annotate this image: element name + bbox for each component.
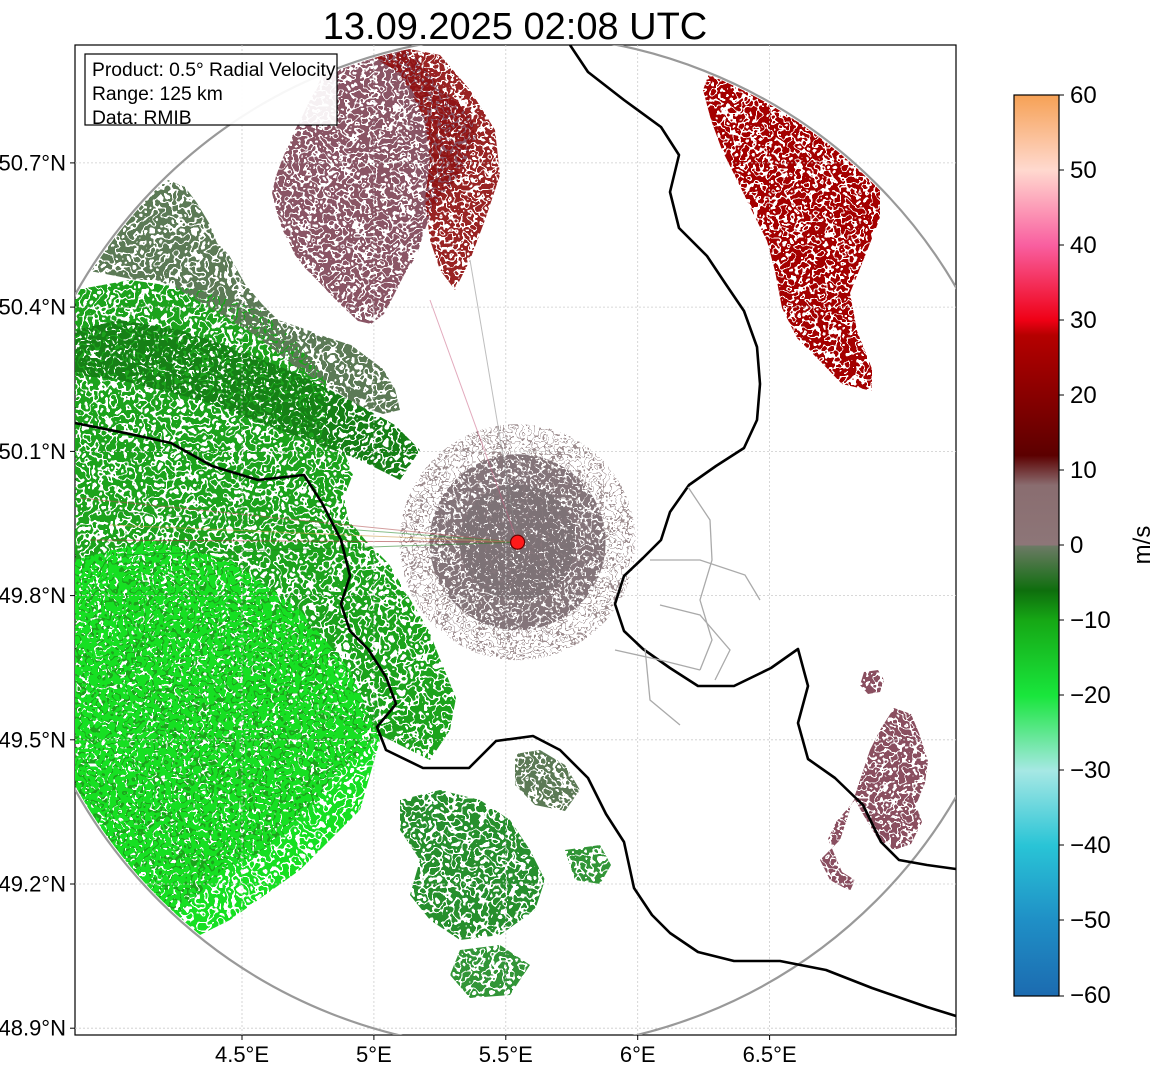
svg-text:49.2°N: 49.2°N [0,872,66,897]
svg-text:−40: −40 [1070,832,1111,859]
svg-text:50.4°N: 50.4°N [0,295,66,320]
svg-text:13.09.2025 02:08 UTC: 13.09.2025 02:08 UTC [323,6,708,48]
svg-text:−60: −60 [1070,982,1111,1009]
svg-text:−50: −50 [1070,907,1111,934]
svg-text:5.5°E: 5.5°E [479,1042,533,1067]
svg-text:6°E: 6°E [620,1042,656,1067]
svg-text:Product: 0.5° Radial Velocity: Product: 0.5° Radial Velocity [92,60,336,81]
svg-text:−10: −10 [1070,607,1111,634]
svg-text:10: 10 [1070,457,1097,484]
svg-text:4.5°E: 4.5°E [215,1042,269,1067]
svg-text:0: 0 [1070,532,1083,559]
svg-text:20: 20 [1070,382,1097,409]
svg-text:m/s: m/s [1129,526,1156,565]
svg-text:48.9°N: 48.9°N [0,1016,66,1041]
svg-text:40: 40 [1070,232,1097,259]
svg-text:60: 60 [1070,82,1097,109]
svg-text:−20: −20 [1070,682,1111,709]
svg-text:49.5°N: 49.5°N [0,727,66,752]
svg-text:50.7°N: 50.7°N [0,151,66,176]
svg-text:Data: RMIB: Data: RMIB [92,108,192,129]
svg-text:49.8°N: 49.8°N [0,583,66,608]
svg-text:50: 50 [1070,157,1097,184]
svg-text:Range: 125 km: Range: 125 km [92,84,223,105]
svg-text:30: 30 [1070,307,1097,334]
svg-text:50.1°N: 50.1°N [0,439,66,464]
svg-text:−30: −30 [1070,757,1111,784]
svg-text:5°E: 5°E [356,1042,392,1067]
svg-text:6.5°E: 6.5°E [743,1042,797,1067]
